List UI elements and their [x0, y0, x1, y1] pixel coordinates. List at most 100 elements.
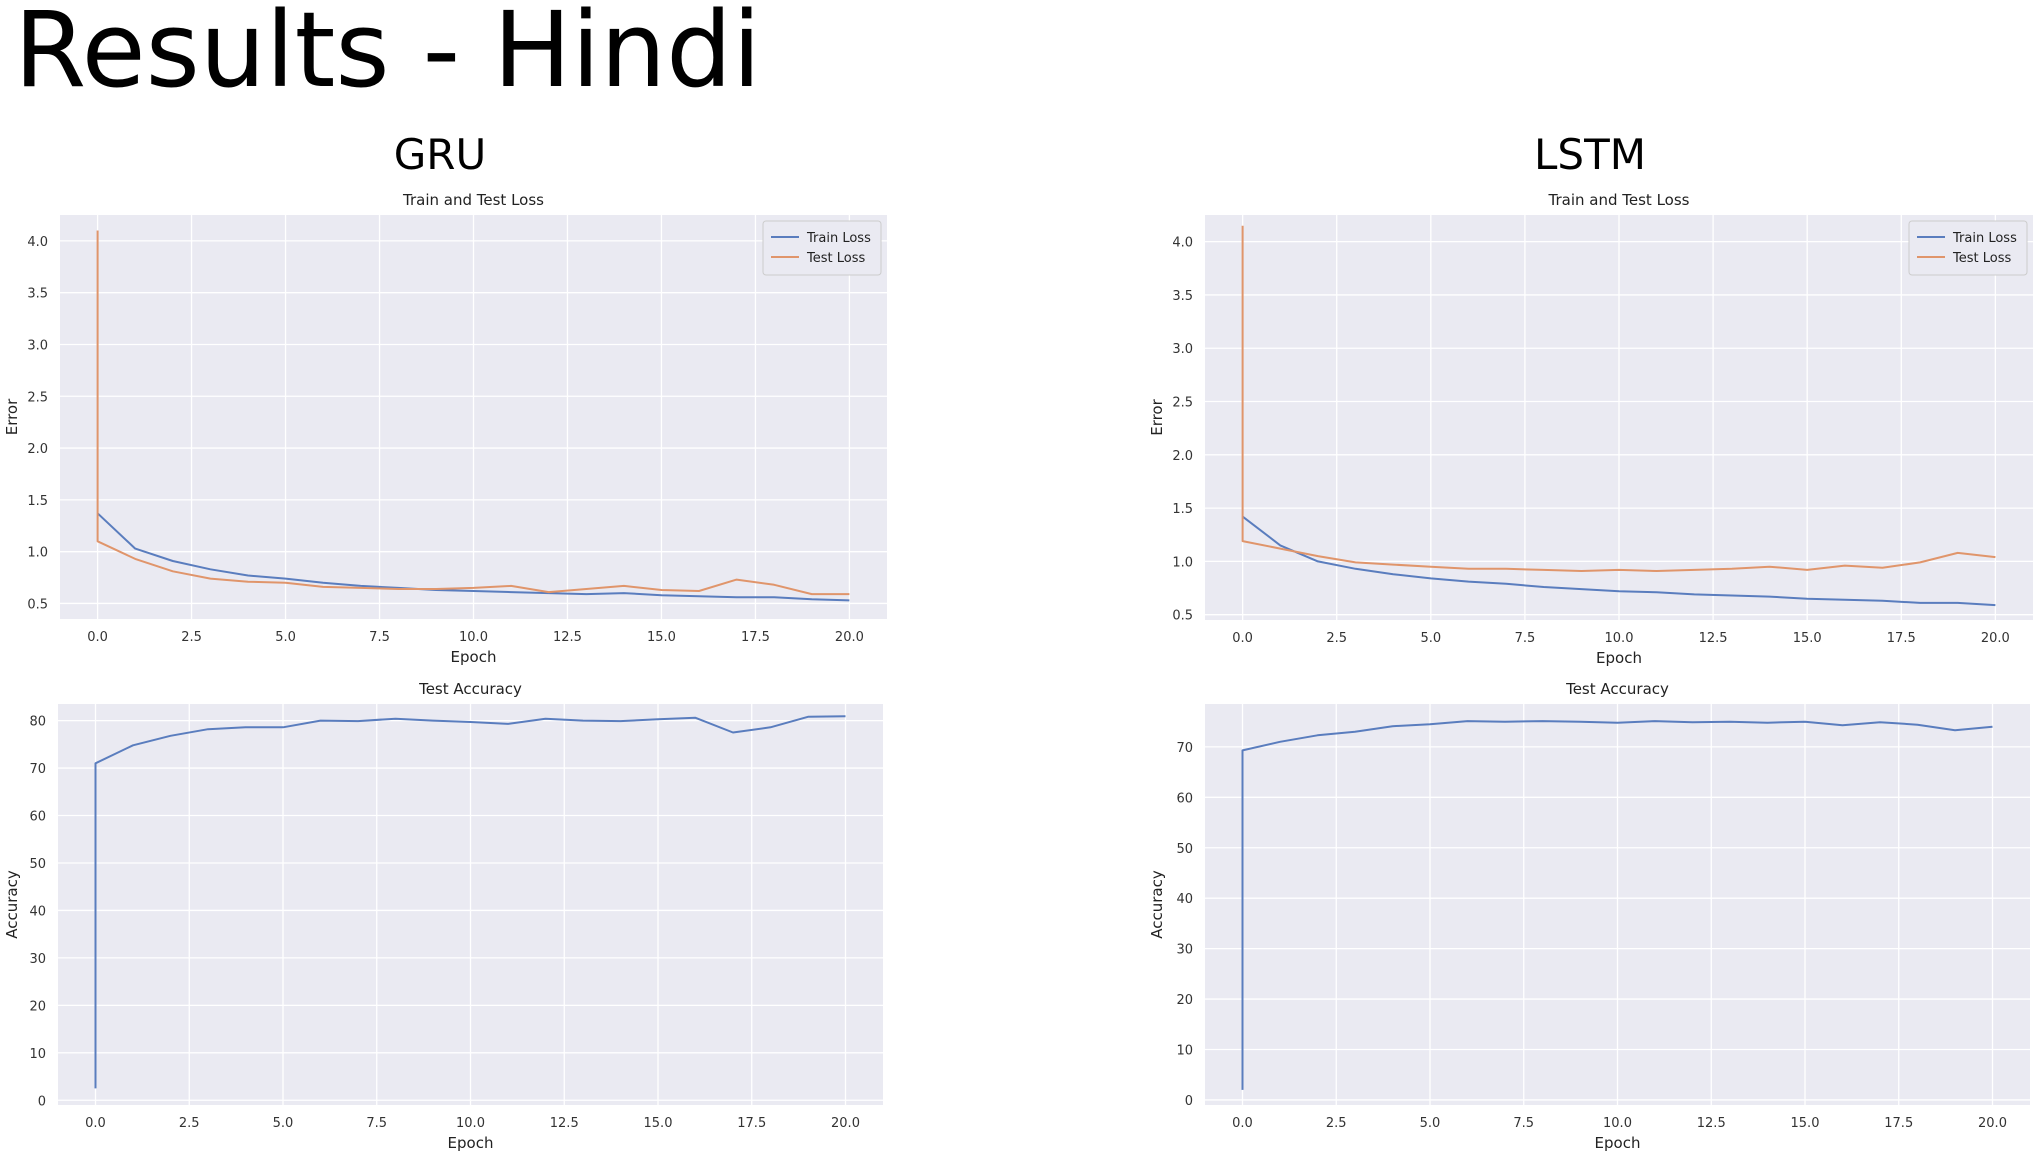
y-tick-label: 3.5	[27, 287, 48, 302]
y-tick-label: 2.5	[1172, 396, 1193, 411]
y-tick-label: 0.5	[27, 597, 48, 612]
chart-title: Test Accuracy	[418, 680, 522, 698]
x-axis-label: Epoch	[451, 648, 497, 666]
y-tick-label: 1.5	[27, 494, 48, 509]
x-tick-label: 10.0	[456, 1116, 485, 1131]
x-tick-label: 10.0	[459, 630, 488, 645]
y-tick-label: 20	[1176, 993, 1193, 1008]
legend-box	[1908, 220, 2028, 276]
legend-label: Train Loss	[1952, 231, 2017, 246]
x-tick-label: 2.5	[1326, 1116, 1347, 1131]
x-tick-label: 2.5	[181, 630, 202, 645]
y-tick-label: 0	[1185, 1094, 1193, 1109]
lstm-loss-chart: 0.0 2.5 5.0 7.5 10.0 12.5 15.0 17.5 20.0 0.5 1.0 1.…	[1148, 191, 2033, 667]
section-title-lstm: LSTM	[1534, 130, 1646, 179]
series-line-train-loss	[1241, 515, 1996, 607]
legend-label: Test Loss	[1952, 251, 2011, 266]
x-tick-label: 5.0	[273, 1116, 294, 1131]
x-axis-label: Epoch	[1595, 1134, 1641, 1152]
y-tick-label: 50	[1176, 842, 1193, 857]
y-tick-label: 60	[1176, 791, 1193, 806]
y-tick-label: 2.0	[1172, 449, 1193, 464]
x-tick-label: 12.5	[553, 630, 582, 645]
x-tick-label: 17.5	[741, 630, 770, 645]
x-tick-label: 0.0	[85, 1116, 106, 1131]
x-tick-label: 0.0	[1232, 1116, 1253, 1131]
legend-label: Train Loss	[806, 231, 871, 246]
y-tick-label: 1.0	[1172, 555, 1193, 570]
y-tick-label: 50	[29, 857, 46, 872]
y-tick-label: 60	[29, 810, 46, 825]
gru-loss-chart: 0.0 2.5 5.0 7.5 10.0 12.5 15.0 17.5 20.0 0.5 1.0 1.…	[3, 191, 887, 666]
x-tick-label: 17.5	[1884, 1116, 1913, 1131]
x-tick-label: 12.5	[1699, 631, 1728, 646]
x-tick-label: 12.5	[1697, 1116, 1726, 1131]
gru-accuracy-chart: 0.0 2.5 5.0 7.5 10.0 12.5 15.0 17.5 20.0 0 10 20 30 4…	[3, 680, 883, 1152]
y-tick-label: 70	[29, 762, 46, 777]
x-tick-label: 0.0	[1232, 631, 1253, 646]
x-tick-label: 7.5	[366, 1116, 387, 1131]
x-tick-label: 17.5	[1887, 631, 1916, 646]
x-tick-label: 2.5	[179, 1116, 200, 1131]
series-line-train-loss	[96, 512, 850, 602]
chart-title: Test Accuracy	[1565, 680, 1669, 698]
x-tick-label: 5.0	[1420, 1116, 1441, 1131]
y-axis-label: Accuracy	[3, 870, 21, 939]
series-line-0	[1241, 720, 1993, 1090]
y-tick-label: 0	[38, 1094, 46, 1109]
chart-title: Train and Test Loss	[402, 191, 544, 209]
x-axis-label: Epoch	[448, 1134, 494, 1152]
x-tick-label: 0.0	[87, 630, 108, 645]
x-tick-label: 10.0	[1605, 631, 1634, 646]
y-tick-label: 80	[29, 715, 46, 730]
y-axis-label: Error	[3, 398, 21, 435]
y-tick-label: 2.0	[27, 442, 48, 457]
y-tick-label: 10	[29, 1047, 46, 1062]
x-tick-label: 7.5	[369, 630, 390, 645]
lstm-accuracy-chart: 0.0 2.5 5.0 7.5 10.0 12.5 15.0 17.5 20.0 0 10 20 30 4…	[1148, 680, 2030, 1152]
legend-label: Test Loss	[806, 251, 865, 266]
y-tick-label: 4.0	[1172, 236, 1193, 251]
y-tick-label: 3.0	[1172, 342, 1193, 357]
y-tick-label: 70	[1176, 741, 1193, 756]
x-tick-label: 12.5	[550, 1116, 579, 1131]
x-tick-label: 7.5	[1513, 1116, 1534, 1131]
x-tick-label: 20.0	[1978, 1116, 2007, 1131]
y-tick-label: 10	[1176, 1044, 1193, 1059]
x-tick-label: 20.0	[835, 630, 864, 645]
legend-box	[762, 220, 882, 276]
y-tick-label: 1.0	[27, 546, 48, 561]
y-axis-label: Error	[1148, 398, 1166, 435]
series-line-test-loss	[1241, 225, 1996, 572]
y-tick-label: 4.0	[27, 235, 48, 250]
x-tick-label: 2.5	[1326, 631, 1347, 646]
x-tick-label: 7.5	[1515, 631, 1536, 646]
y-tick-label: 20	[29, 999, 46, 1014]
section-title-gru: GRU	[393, 130, 487, 179]
y-tick-label: 2.5	[27, 390, 48, 405]
chart-title: Train and Test Loss	[1548, 191, 1690, 209]
y-tick-label: 1.5	[1172, 502, 1193, 517]
x-tick-label: 20.0	[1981, 631, 2010, 646]
y-axis-label: Accuracy	[1148, 870, 1166, 939]
y-tick-label: 40	[29, 904, 46, 919]
y-tick-label: 30	[1176, 943, 1193, 958]
x-tick-label: 15.0	[1793, 631, 1822, 646]
y-tick-label: 3.5	[1172, 289, 1193, 304]
x-tick-label: 5.0	[275, 630, 296, 645]
x-tick-label: 15.0	[647, 630, 676, 645]
page-title: Results - Hindi	[14, 0, 762, 111]
y-tick-label: 3.0	[27, 338, 48, 353]
y-tick-label: 40	[1176, 892, 1193, 907]
y-tick-label: 30	[29, 952, 46, 967]
series-line-0	[94, 715, 846, 1089]
y-tick-label: 0.5	[1172, 609, 1193, 624]
x-tick-label: 15.0	[1791, 1116, 1820, 1131]
x-tick-label: 5.0	[1420, 631, 1441, 646]
x-tick-label: 17.5	[737, 1116, 766, 1131]
x-tick-label: 15.0	[644, 1116, 673, 1131]
x-axis-label: Epoch	[1596, 649, 1642, 667]
x-tick-label: 20.0	[831, 1116, 860, 1131]
series-line-test-loss	[96, 230, 850, 596]
x-tick-label: 10.0	[1603, 1116, 1632, 1131]
